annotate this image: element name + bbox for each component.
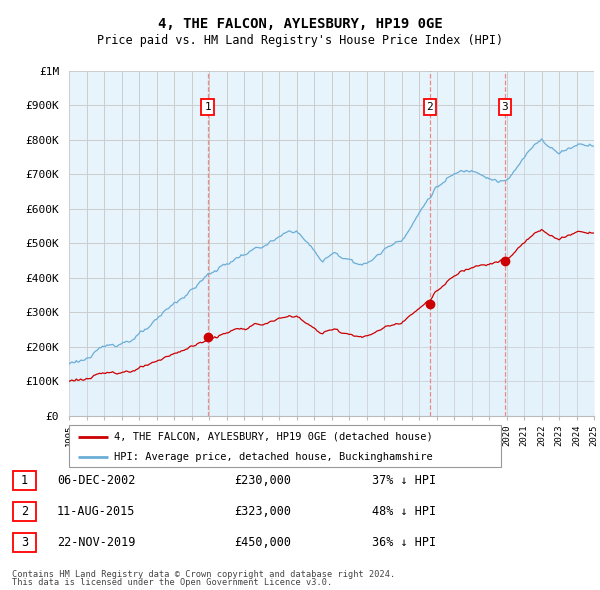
Text: 11-AUG-2015: 11-AUG-2015 — [57, 505, 136, 518]
Text: 48% ↓ HPI: 48% ↓ HPI — [372, 505, 436, 518]
Text: This data is licensed under the Open Government Licence v3.0.: This data is licensed under the Open Gov… — [12, 578, 332, 587]
FancyBboxPatch shape — [69, 425, 501, 467]
FancyBboxPatch shape — [13, 502, 36, 521]
Text: 2: 2 — [21, 505, 28, 518]
Text: HPI: Average price, detached house, Buckinghamshire: HPI: Average price, detached house, Buck… — [115, 452, 433, 461]
Text: 4, THE FALCON, AYLESBURY, HP19 0GE (detached house): 4, THE FALCON, AYLESBURY, HP19 0GE (deta… — [115, 432, 433, 442]
Text: 3: 3 — [502, 102, 508, 112]
Text: £230,000: £230,000 — [234, 474, 291, 487]
Text: 36% ↓ HPI: 36% ↓ HPI — [372, 536, 436, 549]
Text: 1: 1 — [21, 474, 28, 487]
Text: 2: 2 — [426, 102, 433, 112]
Text: 3: 3 — [21, 536, 28, 549]
Text: 1: 1 — [204, 102, 211, 112]
Text: 4, THE FALCON, AYLESBURY, HP19 0GE: 4, THE FALCON, AYLESBURY, HP19 0GE — [158, 17, 442, 31]
Text: £450,000: £450,000 — [234, 536, 291, 549]
Text: £323,000: £323,000 — [234, 505, 291, 518]
Text: Contains HM Land Registry data © Crown copyright and database right 2024.: Contains HM Land Registry data © Crown c… — [12, 571, 395, 579]
Text: Price paid vs. HM Land Registry's House Price Index (HPI): Price paid vs. HM Land Registry's House … — [97, 34, 503, 47]
Text: 06-DEC-2002: 06-DEC-2002 — [57, 474, 136, 487]
Text: 37% ↓ HPI: 37% ↓ HPI — [372, 474, 436, 487]
FancyBboxPatch shape — [13, 533, 36, 552]
Text: 22-NOV-2019: 22-NOV-2019 — [57, 536, 136, 549]
FancyBboxPatch shape — [13, 471, 36, 490]
